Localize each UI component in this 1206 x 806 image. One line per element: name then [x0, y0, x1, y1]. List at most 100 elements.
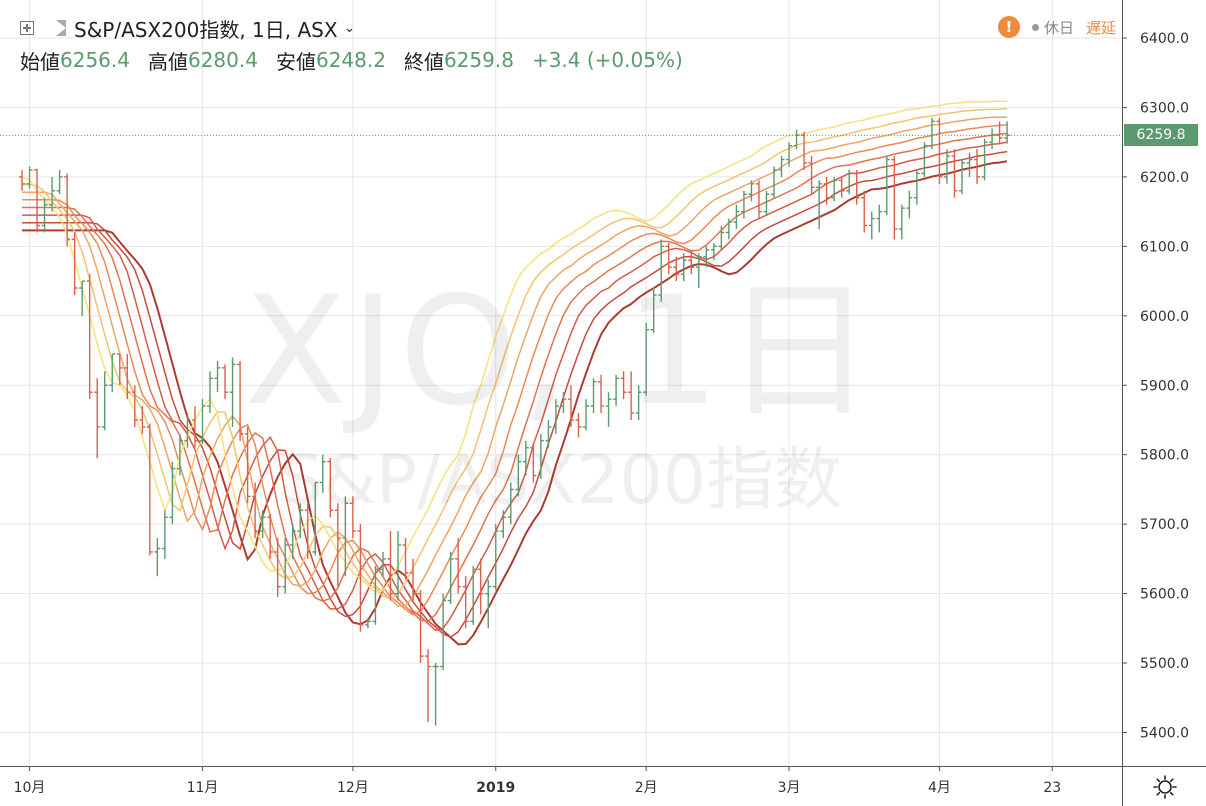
ohlc-bar	[620, 371, 627, 400]
x-tick-label: 11月	[187, 780, 219, 796]
ohlc-bar	[921, 142, 928, 177]
ohlc-bar	[981, 138, 988, 181]
ohlc-bar	[94, 378, 101, 459]
market-status: ! 休日 遅延	[997, 16, 1116, 38]
ohlc-bar	[703, 246, 710, 268]
delayed-label[interactable]: 遅延	[1085, 18, 1116, 37]
ohlc-bar	[492, 524, 499, 591]
ohlc-bar	[139, 406, 146, 434]
ohlc-bar	[184, 413, 191, 448]
status-dot-icon	[1031, 23, 1039, 31]
ohlc-bar	[710, 242, 717, 261]
ohlc-bar	[64, 173, 71, 247]
ohlc-bar	[56, 169, 63, 195]
ohlc-bar	[583, 399, 589, 431]
ohlc-bar	[101, 371, 108, 431]
x-tick-label: 2019	[476, 780, 515, 796]
ohlc-bar	[440, 593, 447, 670]
ohlc-bar	[748, 180, 755, 202]
ohlc-bar	[485, 579, 492, 629]
ohlc-bar	[507, 482, 514, 525]
ohlc-bar	[537, 433, 544, 480]
last-price-badge: 6259.8	[1124, 124, 1198, 146]
ohlc-bar	[259, 510, 266, 539]
ohlc-bar	[853, 169, 860, 205]
ohlc-bar	[545, 419, 552, 448]
ohlc-bar	[725, 218, 732, 240]
market-closed-label: 休日	[1043, 18, 1074, 37]
ohlc-bar	[312, 481, 319, 556]
ohlc-bar	[778, 156, 785, 177]
chevron-down-icon[interactable]: ⌄	[343, 20, 356, 36]
ohlc-bar	[447, 551, 454, 605]
ohlc-bar	[846, 169, 853, 195]
close-value: 6259.8	[443, 48, 514, 72]
ema-line-6	[22, 141, 1008, 632]
ohlc-bar	[274, 538, 281, 598]
y-tick-label: 6000.0	[1140, 309, 1189, 325]
ohlc-bar	[816, 180, 823, 229]
ohlc-bar	[500, 510, 507, 539]
gear-icon[interactable]	[1152, 774, 1178, 800]
ohlc-bar	[943, 149, 950, 184]
ohlc-bar	[740, 190, 747, 219]
symbol-title[interactable]: S&P/ASX200指数, 1日, ASX	[74, 17, 338, 42]
ohlc-bar	[966, 152, 973, 177]
ema-line-7	[22, 150, 1008, 639]
ohlc-bar	[951, 149, 958, 198]
ohlc-bar	[146, 423, 153, 556]
ohlc-bar	[417, 590, 424, 664]
ohlc-bar	[673, 256, 680, 282]
ohlc-bar	[567, 385, 574, 427]
ohlc-bar	[229, 357, 236, 427]
ohlc-bar	[319, 454, 326, 493]
y-tick-label: 6100.0	[1140, 239, 1189, 255]
ohlc-bar	[357, 524, 364, 632]
y-tick-label: 6200.0	[1140, 170, 1189, 186]
ohlc-bar	[913, 169, 920, 205]
y-tick-label: 5900.0	[1140, 378, 1189, 394]
ohlc-bar	[755, 180, 762, 219]
x-tick-label: 3月	[778, 780, 801, 796]
ohlc-bar	[379, 551, 386, 577]
ema-line-4	[22, 124, 1008, 616]
ohlc-bar	[628, 371, 635, 420]
ohlc-bar	[199, 399, 206, 445]
ohlc-bar	[515, 454, 522, 497]
ohlc-bar	[154, 538, 161, 577]
ohlc-bar	[387, 531, 394, 601]
ohlc-bar	[19, 169, 25, 191]
flag-icon[interactable]	[56, 20, 66, 36]
ohlc-bar	[906, 190, 913, 219]
x-tick-label: 4月	[928, 780, 951, 796]
ohlc-bar	[282, 538, 289, 594]
watermark-name: S&P/ASX200指数	[279, 441, 843, 520]
ohlc-bar	[267, 513, 274, 559]
ema-line-2	[22, 108, 1008, 600]
ohlc-bar	[410, 558, 417, 601]
ohlc-bar	[86, 274, 93, 400]
low-value: 6248.2	[315, 48, 386, 72]
ohlc-bar	[868, 211, 875, 240]
legend-header: S&P/ASX200指数, 1日, ASX ⌄	[0, 14, 355, 42]
ohlc-bar	[936, 117, 943, 184]
ohlc-bar	[342, 496, 349, 577]
ohlc-bar	[49, 176, 56, 212]
ohlc-bar	[552, 399, 559, 434]
warning-icon[interactable]: !	[997, 16, 1020, 38]
x-tick-label: 12月	[337, 780, 369, 796]
ohlc-bar	[891, 156, 898, 240]
ohlc-bar	[297, 503, 304, 539]
ohlc-bar	[876, 204, 883, 233]
collapse-icon[interactable]	[20, 21, 34, 35]
ohlc-bar	[402, 538, 409, 580]
ohlc-bar	[34, 168, 41, 233]
ohlc-bar	[959, 159, 965, 195]
ohlc-bar	[771, 166, 777, 198]
ohlc-bar	[349, 496, 356, 539]
ohlc-bar	[763, 190, 770, 216]
ohlc-bar	[462, 576, 469, 629]
ema-line-5	[22, 132, 1008, 623]
ohlc-bar	[522, 440, 529, 476]
